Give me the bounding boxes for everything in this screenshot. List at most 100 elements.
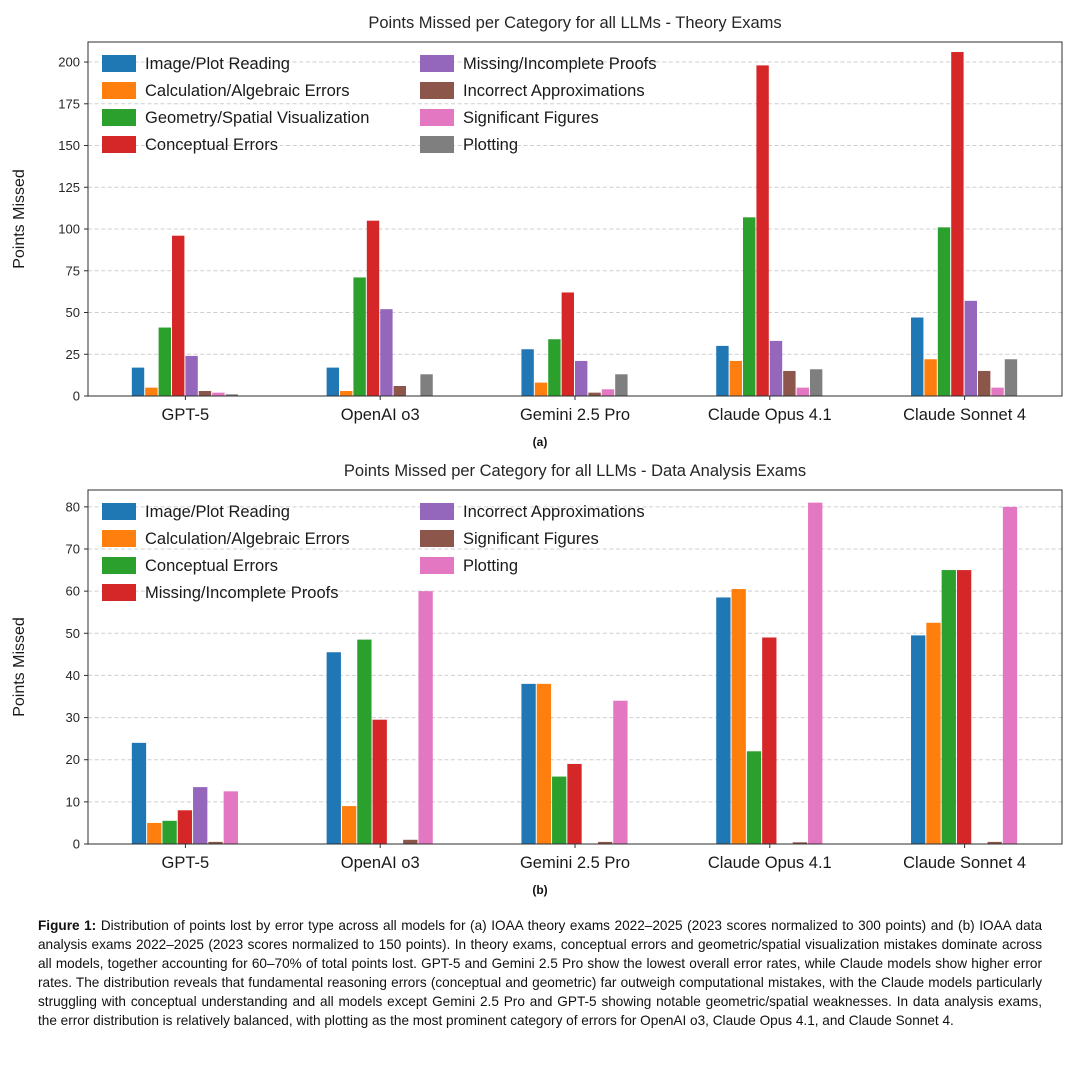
y-tick-label: 10 bbox=[66, 794, 80, 809]
x-tick-label: Claude Sonnet 4 bbox=[903, 854, 1026, 872]
bar bbox=[548, 339, 561, 396]
subfig-label-b: (b) bbox=[532, 883, 548, 897]
x-tick-label: OpenAI o3 bbox=[341, 406, 420, 424]
bar bbox=[1002, 506, 1018, 844]
figure-caption: Figure 1: Distribution of points lost by… bbox=[0, 912, 1080, 1040]
legend-swatch bbox=[102, 584, 136, 601]
y-tick-label: 30 bbox=[66, 710, 80, 725]
bar bbox=[716, 345, 729, 396]
bar bbox=[212, 392, 225, 396]
subfig-label-a: (a) bbox=[532, 435, 548, 449]
bar bbox=[185, 355, 198, 396]
legend-swatch bbox=[102, 557, 136, 574]
bar bbox=[746, 751, 762, 844]
bar bbox=[177, 810, 193, 844]
legend-swatch bbox=[420, 55, 454, 72]
y-tick-label: 60 bbox=[66, 584, 80, 599]
y-tick-label: 0 bbox=[73, 389, 80, 404]
bar bbox=[172, 235, 185, 396]
bar bbox=[340, 390, 353, 396]
bar bbox=[613, 700, 628, 844]
bar bbox=[223, 791, 238, 844]
legend-swatch bbox=[420, 136, 454, 153]
figure-1: 0 25 50 75 100 125 150 175 200 GPT-5 OpenAI o3 Gemi… bbox=[0, 8, 1080, 1040]
bar bbox=[193, 787, 208, 844]
bar bbox=[911, 635, 926, 844]
legend-swatch bbox=[420, 557, 454, 574]
bar bbox=[131, 742, 147, 844]
bar bbox=[147, 822, 162, 844]
bar bbox=[1004, 359, 1018, 396]
x-tick-label: GPT-5 bbox=[162, 854, 210, 872]
x-tick-label: OpenAI o3 bbox=[341, 854, 420, 872]
y-axis-label: Points Missed bbox=[11, 169, 28, 269]
chart-title: Points Missed per Category for all LLMs … bbox=[344, 462, 806, 480]
y-tick-label: 175 bbox=[58, 96, 80, 111]
legend-label: Plotting bbox=[463, 136, 518, 154]
legend-label: Calculation/Algebraic Errors bbox=[145, 82, 350, 100]
y-tick-label: 70 bbox=[66, 542, 80, 557]
bar bbox=[162, 820, 177, 844]
legend-swatch bbox=[102, 503, 136, 520]
bar bbox=[964, 300, 977, 396]
bar bbox=[575, 360, 588, 396]
bar bbox=[418, 591, 433, 844]
bar bbox=[729, 360, 743, 396]
bar bbox=[743, 217, 756, 396]
x-tick-label: Gemini 2.5 Pro bbox=[520, 406, 630, 424]
figure-caption-text: Distribution of points lost by error typ… bbox=[38, 918, 1043, 1029]
bar bbox=[716, 597, 731, 844]
legend-label: Incorrect Approximations bbox=[463, 503, 645, 521]
bar bbox=[937, 227, 951, 396]
legend-label: Missing/Incomplete Proofs bbox=[463, 55, 657, 73]
legend-label: Significant Figures bbox=[463, 530, 599, 548]
bar bbox=[911, 317, 924, 396]
data-analysis-chart-block: 0 10 20 30 40 50 60 70 80 GPT-5 OpenAI o3 Gemini 2.… bbox=[0, 456, 1080, 904]
legend-label: Conceptual Errors bbox=[145, 557, 278, 575]
bar bbox=[783, 370, 796, 396]
bar bbox=[198, 390, 212, 396]
bar bbox=[353, 277, 366, 396]
bar bbox=[341, 806, 357, 844]
y-tick-label: 125 bbox=[58, 180, 80, 195]
y-tick-label: 80 bbox=[66, 499, 80, 514]
y-tick-label: 100 bbox=[58, 222, 80, 237]
bar bbox=[131, 367, 145, 396]
y-tick-label: 25 bbox=[66, 347, 80, 362]
y-tick-label: 50 bbox=[66, 626, 80, 641]
bar bbox=[792, 842, 808, 844]
bar bbox=[588, 392, 601, 396]
theory-chart-block: 0 25 50 75 100 125 150 175 200 GPT-5 OpenAI o3 Gemi… bbox=[0, 8, 1080, 456]
bar bbox=[597, 841, 613, 844]
bar bbox=[809, 369, 823, 396]
legend-swatch bbox=[102, 55, 136, 72]
bar bbox=[536, 683, 552, 844]
bar bbox=[380, 309, 393, 396]
bar bbox=[158, 327, 171, 396]
bar bbox=[552, 776, 567, 844]
legend-label: Calculation/Algebraic Errors bbox=[145, 530, 350, 548]
bar bbox=[357, 639, 372, 844]
bar bbox=[372, 719, 387, 844]
y-tick-label: 50 bbox=[66, 305, 80, 320]
bar bbox=[991, 387, 1004, 396]
data-analysis-exams-bar-chart: 0 10 20 30 40 50 60 70 80 GPT-5 OpenAI o3 Gemini 2.… bbox=[11, 462, 1063, 872]
bar bbox=[393, 385, 406, 396]
bar bbox=[808, 502, 823, 844]
bar bbox=[561, 292, 574, 396]
legend-label: Significant Figures bbox=[463, 109, 599, 127]
bar bbox=[534, 382, 548, 396]
bar bbox=[145, 387, 158, 396]
bar bbox=[756, 65, 769, 396]
legend-swatch bbox=[420, 82, 454, 99]
legend-label: Image/Plot Reading bbox=[145, 503, 290, 521]
bar bbox=[420, 374, 433, 396]
x-tick-label: Claude Opus 4.1 bbox=[708, 854, 832, 872]
y-tick-label: 20 bbox=[66, 752, 80, 767]
legend-swatch bbox=[420, 503, 454, 520]
legend-label: Incorrect Approximations bbox=[463, 82, 645, 100]
x-tick-label: Gemini 2.5 Pro bbox=[520, 854, 630, 872]
figure-caption-label: Figure 1: bbox=[38, 918, 97, 933]
bar bbox=[567, 763, 582, 844]
bar bbox=[326, 367, 340, 396]
